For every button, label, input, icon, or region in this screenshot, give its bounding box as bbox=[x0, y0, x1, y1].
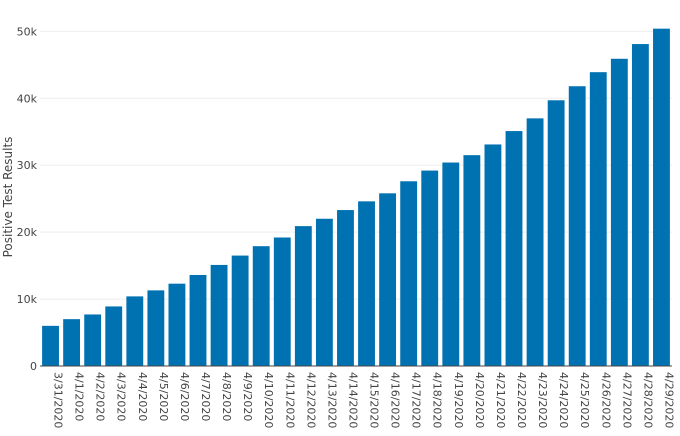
x-tick-label: 4/4/2020 bbox=[136, 372, 149, 421]
bar[interactable] bbox=[231, 255, 249, 366]
x-tick-label: 4/19/2020 bbox=[452, 372, 465, 428]
x-tick-label: 4/10/2020 bbox=[262, 372, 275, 428]
x-tick-label: 4/25/2020 bbox=[578, 372, 591, 428]
x-tick-label: 3/31/2020 bbox=[52, 372, 65, 428]
x-tick-label: 4/5/2020 bbox=[157, 372, 170, 421]
x-tick-label: 4/20/2020 bbox=[473, 372, 486, 428]
bar[interactable] bbox=[147, 290, 165, 366]
x-tick-label: 4/9/2020 bbox=[241, 372, 254, 421]
bar[interactable] bbox=[42, 325, 59, 366]
x-tick-label: 4/1/2020 bbox=[73, 372, 86, 421]
bar[interactable] bbox=[126, 296, 144, 366]
bar[interactable] bbox=[210, 264, 228, 366]
x-tick-labels: 3/31/2020 4/1/2020 4/2/2020 4/3/2020 4/4/202… bbox=[52, 372, 676, 428]
y-axis-title: Positive Test Results bbox=[1, 137, 15, 258]
x-tick-label: 4/16/2020 bbox=[389, 372, 402, 428]
bar[interactable] bbox=[358, 201, 375, 366]
bar[interactable] bbox=[526, 118, 544, 366]
x-tick-label: 4/11/2020 bbox=[283, 372, 296, 428]
y-tick-label: 30k bbox=[17, 159, 38, 172]
bars bbox=[42, 28, 670, 367]
y-tick-label: 40k bbox=[17, 92, 38, 105]
grid-lines bbox=[40, 30, 672, 300]
x-tick-label: 4/27/2020 bbox=[620, 372, 633, 428]
y-tick-labels: 0 10k 20k 30k 40k 50k bbox=[17, 25, 38, 373]
bar[interactable] bbox=[105, 306, 123, 366]
bar[interactable] bbox=[568, 86, 586, 366]
x-tick-label: 4/3/2020 bbox=[115, 372, 128, 421]
y-tick-label: 50k bbox=[17, 25, 38, 38]
x-tick-label: 4/24/2020 bbox=[557, 372, 570, 428]
x-tick-label: 4/29/2020 bbox=[662, 372, 675, 428]
y-tick-label: 10k bbox=[17, 293, 38, 306]
bar[interactable] bbox=[189, 274, 207, 366]
bar[interactable] bbox=[337, 210, 354, 366]
bar[interactable] bbox=[442, 162, 460, 366]
bar[interactable] bbox=[463, 155, 481, 366]
y-tick-label: 20k bbox=[17, 226, 38, 239]
x-tick-label: 4/6/2020 bbox=[178, 372, 191, 421]
x-tick-label: 4/13/2020 bbox=[325, 372, 338, 428]
bar[interactable] bbox=[421, 170, 439, 366]
bar[interactable] bbox=[168, 283, 186, 366]
x-tick-label: 4/12/2020 bbox=[304, 372, 317, 428]
bar[interactable] bbox=[653, 28, 670, 366]
x-tick-label: 4/26/2020 bbox=[599, 372, 612, 428]
x-tick-label: 4/21/2020 bbox=[494, 372, 507, 428]
x-tick-label: 4/18/2020 bbox=[431, 372, 444, 428]
bar[interactable] bbox=[379, 193, 397, 366]
bar[interactable] bbox=[631, 44, 649, 367]
x-tick-label: 4/28/2020 bbox=[641, 372, 654, 428]
bar[interactable] bbox=[610, 58, 628, 367]
y-tick-label: 0 bbox=[30, 360, 37, 373]
bar[interactable] bbox=[63, 319, 81, 366]
x-tick-label: 4/22/2020 bbox=[515, 372, 528, 428]
bar[interactable] bbox=[484, 144, 502, 366]
bar[interactable] bbox=[505, 131, 523, 366]
bar[interactable] bbox=[400, 181, 418, 366]
x-tick-label: 4/15/2020 bbox=[368, 372, 381, 428]
x-tick-label: 4/2/2020 bbox=[94, 372, 107, 421]
bar[interactable] bbox=[273, 237, 291, 366]
bar[interactable] bbox=[315, 218, 333, 366]
bar[interactable] bbox=[252, 246, 270, 366]
bar[interactable] bbox=[84, 314, 102, 366]
bar[interactable] bbox=[547, 100, 565, 366]
x-tick-label: 4/14/2020 bbox=[346, 372, 359, 428]
x-tick-label: 4/7/2020 bbox=[199, 372, 212, 421]
x-tick-label: 4/8/2020 bbox=[220, 372, 233, 421]
bar[interactable] bbox=[294, 226, 312, 366]
bar[interactable] bbox=[589, 72, 607, 366]
x-tick-label: 4/17/2020 bbox=[410, 372, 423, 428]
x-tick-label: 4/23/2020 bbox=[536, 372, 549, 428]
